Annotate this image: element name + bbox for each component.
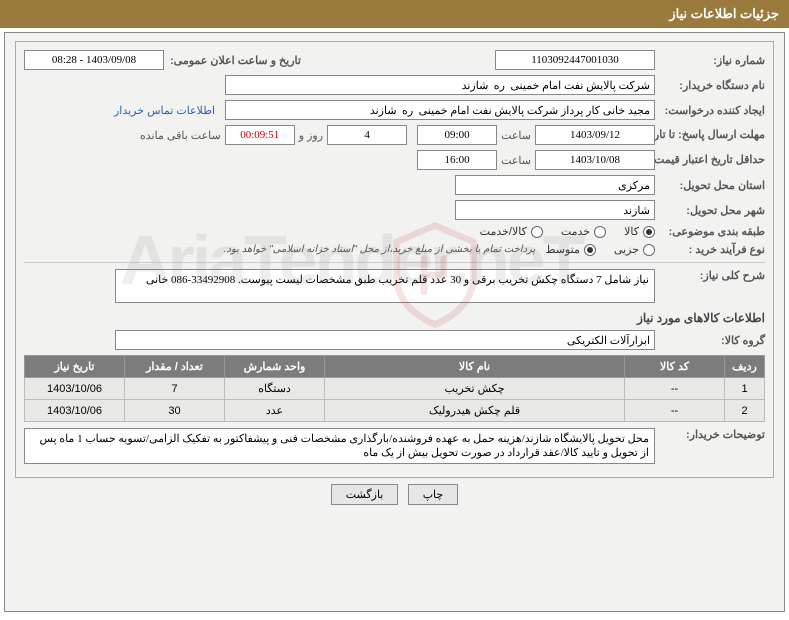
table-cell: 1 xyxy=(725,378,765,400)
purchase-type-label: نوع فرآیند خرید : xyxy=(655,243,765,256)
page-header: جزئیات اطلاعات نیاز xyxy=(0,0,789,28)
goods-group-label: گروه کالا: xyxy=(655,334,765,347)
goods-info-title: اطلاعات کالاهای مورد نیاز xyxy=(24,311,765,325)
table-cell: دستگاه xyxy=(225,378,325,400)
row-subject-class: طبقه بندی موضوعی: کالا خدمت کالا/خدمت xyxy=(24,225,765,238)
row-buyer: نام دستگاه خریدار: xyxy=(24,75,765,95)
table-cell: قلم چکش هیدرولیک xyxy=(325,400,625,422)
table-cell: 2 xyxy=(725,400,765,422)
th-name: نام کالا xyxy=(325,356,625,378)
back-button[interactable]: بازگشت xyxy=(331,484,399,505)
th-code: کد کالا xyxy=(625,356,725,378)
radio-jozei[interactable]: جزیی xyxy=(614,243,655,256)
city-label: شهر محل تحویل: xyxy=(655,204,765,217)
row-requester: ایجاد کننده درخواست: اطلاعات تماس خریدار xyxy=(24,100,765,120)
radio-circle-icon xyxy=(643,244,655,256)
need-number-label: شماره نیاز: xyxy=(655,54,765,67)
radio-circle-icon xyxy=(643,226,655,238)
requester-input[interactable] xyxy=(225,100,655,120)
row-buyer-notes: توضیحات خریدار: xyxy=(24,428,765,464)
announce-label: تاریخ و ساعت اعلان عمومی: xyxy=(164,54,314,67)
row-deadline: مهلت ارسال پاسخ: تا تاریخ: ساعت روز و سا… xyxy=(24,125,765,145)
radio-kala-khadamat-label: کالا/خدمت xyxy=(480,225,527,238)
city-input[interactable] xyxy=(455,200,655,220)
table-cell: چکش تخریب xyxy=(325,378,625,400)
radio-kala[interactable]: کالا xyxy=(624,225,655,238)
table-header-row: ردیف کد کالا نام کالا واحد شمارش تعداد /… xyxy=(25,356,765,378)
row-purchase-type: نوع فرآیند خرید : جزیی متوسط پرداخت تمام… xyxy=(24,243,765,256)
announce-input[interactable] xyxy=(24,50,164,70)
buyer-label: نام دستگاه خریدار: xyxy=(655,79,765,92)
requester-label: ایجاد کننده درخواست: xyxy=(655,104,765,117)
deadline-date-input[interactable] xyxy=(535,125,655,145)
table-row: 1--چکش تخریبدستگاه71403/10/06 xyxy=(25,378,765,400)
buyer-notes-textarea[interactable] xyxy=(24,428,655,464)
button-row: چاپ بازگشت xyxy=(15,484,774,505)
deadline-time-input[interactable] xyxy=(417,125,497,145)
th-unit: واحد شمارش xyxy=(225,356,325,378)
contact-buyer-link[interactable]: اطلاعات تماس خریدار xyxy=(114,104,215,117)
validity-time-label: ساعت xyxy=(497,154,535,167)
page-title: جزئیات اطلاعات نیاز xyxy=(669,6,779,21)
countdown-input xyxy=(225,125,295,145)
radio-khadamat-label: خدمت xyxy=(561,225,590,238)
row-goods-group: گروه کالا: xyxy=(24,330,765,350)
radio-jozei-label: جزیی xyxy=(614,243,639,256)
table-row: 2--قلم چکش هیدرولیکعدد301403/10/06 xyxy=(25,400,765,422)
days-and-label: روز و xyxy=(295,129,327,142)
row-province: استان محل تحویل: xyxy=(24,175,765,195)
row-need-number: شماره نیاز: تاریخ و ساعت اعلان عمومی: xyxy=(24,50,765,70)
radio-motevaset[interactable]: متوسط xyxy=(545,243,596,256)
radio-circle-icon xyxy=(594,226,606,238)
radio-motevaset-label: متوسط xyxy=(545,243,580,256)
validity-time-input[interactable] xyxy=(417,150,497,170)
row-validity: حداقل تاریخ اعتبار قیمت: تا تاریخ: ساعت xyxy=(24,150,765,170)
main-container: شماره نیاز: تاریخ و ساعت اعلان عمومی: نا… xyxy=(4,32,785,612)
subject-radio-group: کالا خدمت کالا/خدمت xyxy=(480,225,655,238)
table-cell: -- xyxy=(625,400,725,422)
th-qty: تعداد / مقدار xyxy=(125,356,225,378)
remaining-label: ساعت باقی مانده xyxy=(136,129,225,142)
table-cell: عدد xyxy=(225,400,325,422)
need-number-input[interactable] xyxy=(495,50,655,70)
table-cell: 1403/10/06 xyxy=(25,400,125,422)
table-cell: -- xyxy=(625,378,725,400)
buyer-notes-label: توضیحات خریدار: xyxy=(655,428,765,441)
radio-circle-icon xyxy=(531,226,543,238)
purchase-note: پرداخت تمام یا بخشی از مبلغ خرید،از محل … xyxy=(224,244,536,255)
province-label: استان محل تحویل: xyxy=(655,179,765,192)
radio-kala-khadamat[interactable]: کالا/خدمت xyxy=(480,225,543,238)
desc-label: شرح کلی نیاز: xyxy=(655,269,765,282)
table-cell: 7 xyxy=(125,378,225,400)
row-desc: شرح کلی نیاز: xyxy=(24,269,765,303)
form-panel: شماره نیاز: تاریخ و ساعت اعلان عمومی: نا… xyxy=(15,41,774,478)
deadline-time-label: ساعت xyxy=(497,129,535,142)
table-cell: 30 xyxy=(125,400,225,422)
radio-circle-icon xyxy=(584,244,596,256)
goods-table: ردیف کد کالا نام کالا واحد شمارش تعداد /… xyxy=(24,355,765,422)
buyer-input[interactable] xyxy=(225,75,655,95)
subject-class-label: طبقه بندی موضوعی: xyxy=(655,225,765,238)
row-city: شهر محل تحویل: xyxy=(24,200,765,220)
purchase-radio-group: جزیی متوسط xyxy=(545,243,655,256)
print-button[interactable]: چاپ xyxy=(408,484,459,505)
table-cell: 1403/10/06 xyxy=(25,378,125,400)
validity-date-input[interactable] xyxy=(535,150,655,170)
radio-khadamat[interactable]: خدمت xyxy=(561,225,606,238)
validity-label: حداقل تاریخ اعتبار قیمت: تا تاریخ: xyxy=(655,154,765,166)
radio-kala-label: کالا xyxy=(624,225,639,238)
desc-textarea[interactable] xyxy=(115,269,655,303)
province-input[interactable] xyxy=(455,175,655,195)
goods-group-input[interactable] xyxy=(115,330,655,350)
deadline-label: مهلت ارسال پاسخ: تا تاریخ: xyxy=(655,129,765,141)
th-row: ردیف xyxy=(725,356,765,378)
days-input[interactable] xyxy=(327,125,407,145)
th-date: تاریخ نیاز xyxy=(25,356,125,378)
